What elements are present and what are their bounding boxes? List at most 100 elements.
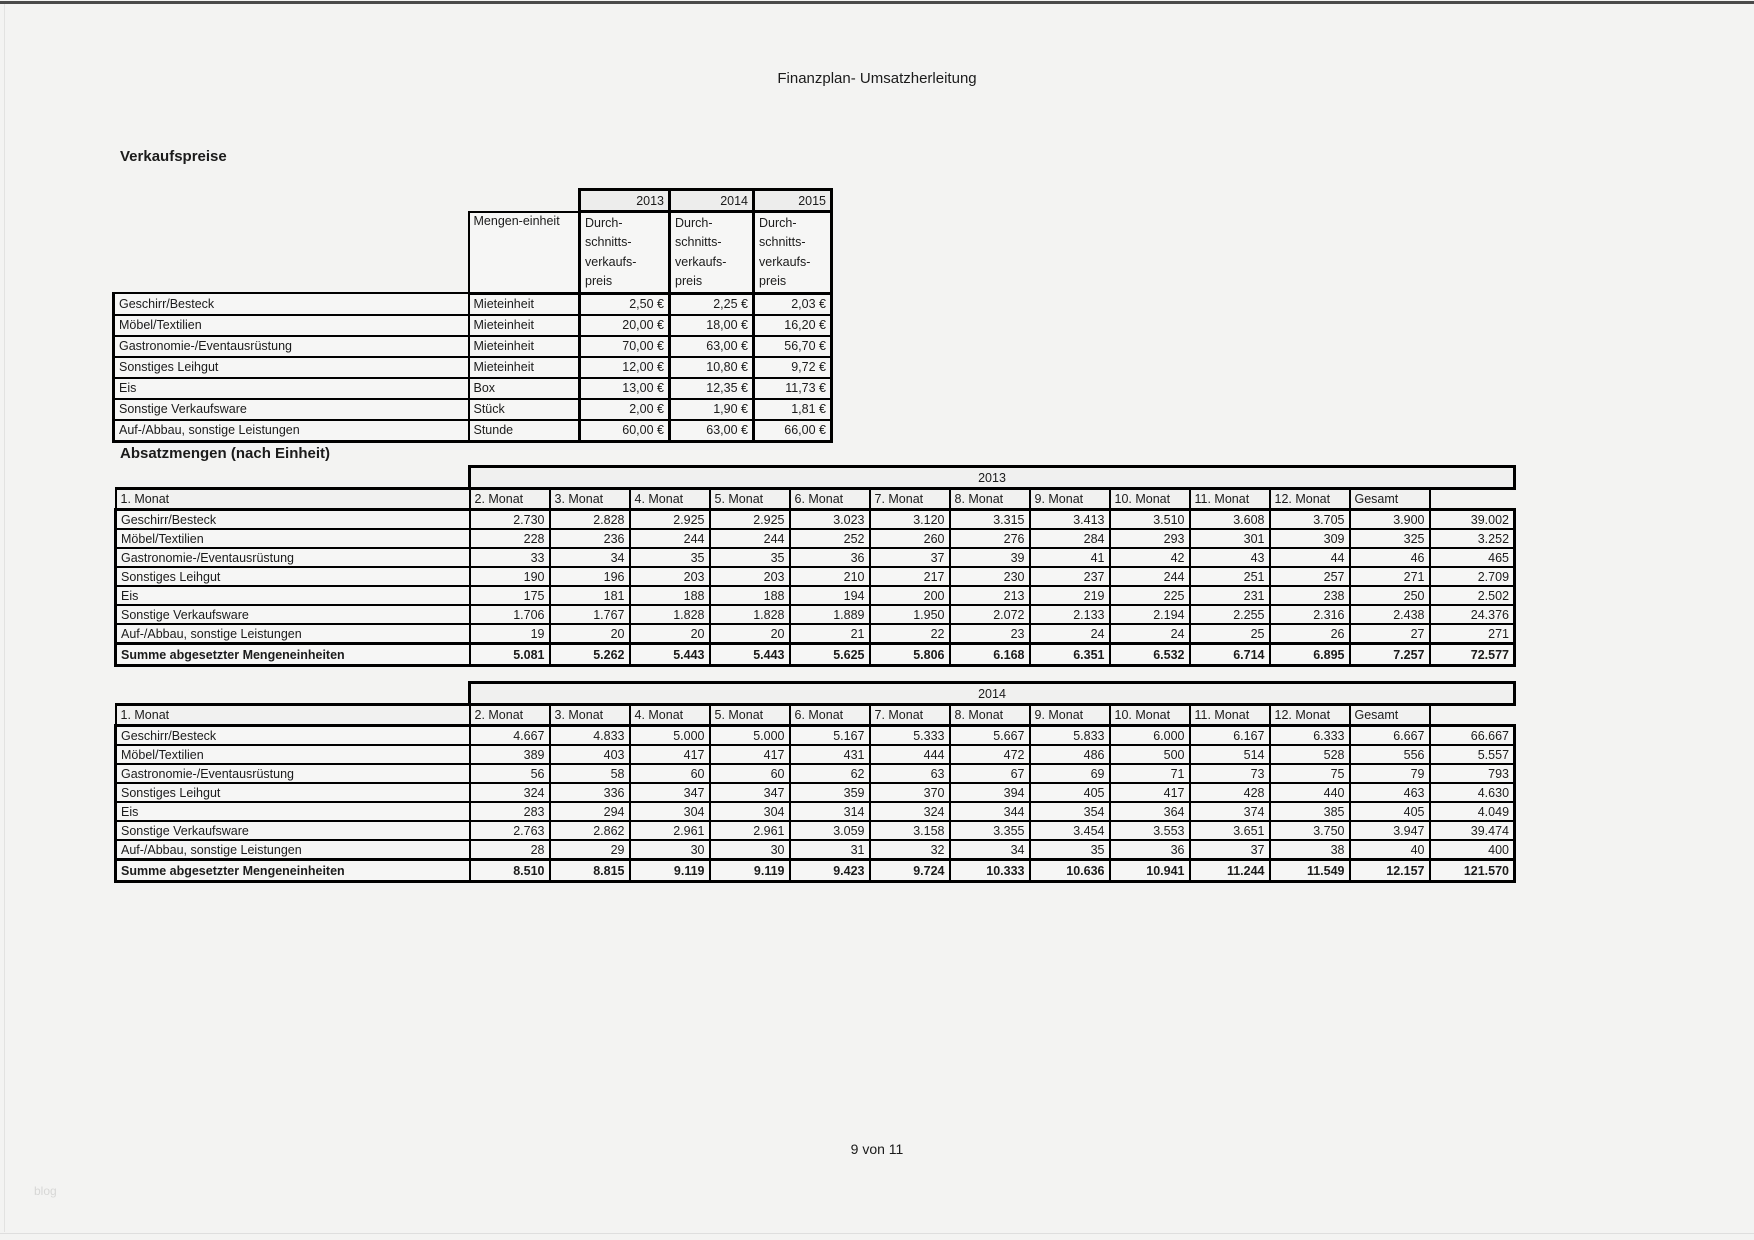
value-cell: 514 <box>1188 744 1271 765</box>
month-header-cell: 6. Monat <box>788 487 871 511</box>
value-cell: 3.059 <box>788 820 871 841</box>
month-header-cell: 11. Monat <box>1188 703 1271 727</box>
row-label-cell: Sonstige Verkaufsware <box>114 604 471 625</box>
value-cell: 75 <box>1268 763 1351 784</box>
value-cell: 3.454 <box>1028 820 1111 841</box>
month-header-cell: 5. Monat <box>708 487 791 511</box>
unit-cell: Mieteinheit <box>467 355 581 379</box>
month-header-cell: 8. Monat <box>948 487 1031 511</box>
month-header-cell: Gesamt <box>1348 487 1431 511</box>
value-cell: 294 <box>548 801 631 822</box>
value-cell: 181 <box>548 585 631 606</box>
value-cell: 2.316 <box>1268 604 1351 625</box>
page-left-border <box>4 4 5 1232</box>
value-cell: 219 <box>1028 585 1111 606</box>
sum-total-cell: 72.577 <box>1428 642 1517 667</box>
value-cell: 3.705 <box>1268 508 1351 530</box>
value-cell: 405 <box>1348 801 1431 822</box>
value-cell: 79 <box>1348 763 1431 784</box>
value-cell: 203 <box>708 566 791 587</box>
value-cell: 257 <box>1268 566 1351 587</box>
value-cell: 40 <box>1348 839 1431 861</box>
value-cell: 250 <box>1348 585 1431 606</box>
value-cell: 1.889 <box>788 604 871 625</box>
price-cell-2015: 16,20 € <box>752 313 833 337</box>
value-cell: 41 <box>1028 547 1111 568</box>
value-cell: 19 <box>468 623 551 645</box>
value-cell: 1.767 <box>548 604 631 625</box>
value-cell: 37 <box>868 547 951 568</box>
value-cell: 2.730 <box>468 508 551 530</box>
row-label-cell: Auf-/Abbau, sonstige Leistungen <box>114 623 471 645</box>
sum-value-cell: 6.351 <box>1028 642 1111 667</box>
value-cell: 24 <box>1028 623 1111 645</box>
value-cell: 34 <box>948 839 1031 861</box>
month-header-cell: 12. Monat <box>1268 703 1351 727</box>
value-cell: 22 <box>868 623 951 645</box>
value-cell: 5.000 <box>628 724 711 746</box>
value-cell: 20 <box>628 623 711 645</box>
price-cell-2013: 12,00 € <box>578 355 671 379</box>
value-cell: 5.333 <box>868 724 951 746</box>
year-header-row: 2013 2014 2015 <box>114 188 833 213</box>
value-cell: 3.023 <box>788 508 871 530</box>
value-cell: 73 <box>1188 763 1271 784</box>
row-label-cell: Sonstiges Leihgut <box>114 566 471 587</box>
value-cell: 283 <box>468 801 551 822</box>
row-label-cell: Geschirr/Besteck <box>112 292 470 316</box>
price-cell-2013: 20,00 € <box>578 313 671 337</box>
sum-value-cell: 9.724 <box>868 858 951 883</box>
sum-row: Summe abgesetzter Mengeneinheiten 5.081 … <box>114 642 1517 667</box>
value-cell: 314 <box>788 801 871 822</box>
value-cell: 359 <box>788 782 871 803</box>
month-header-cell: 6. Monat <box>788 703 871 727</box>
value-cell: 244 <box>708 528 791 549</box>
row-label-cell: Möbel/Textilien <box>112 313 470 337</box>
page-number: 9 von 11 <box>850 1141 904 1157</box>
total-cell: 465 <box>1428 547 1517 568</box>
total-cell: 39.002 <box>1428 508 1517 530</box>
value-cell: 2.438 <box>1348 604 1431 625</box>
row-label-cell: Eis <box>114 585 471 606</box>
value-cell: 6.000 <box>1108 724 1191 746</box>
value-cell: 213 <box>948 585 1031 606</box>
month-header-cell: 3. Monat <box>548 487 631 511</box>
value-cell: 347 <box>628 782 711 803</box>
quantity-row: Möbel/Textilien 228 236 244 244 252 260 … <box>114 528 1517 549</box>
sum-value-cell: 7.257 <box>1348 642 1431 667</box>
value-cell: 403 <box>548 744 631 765</box>
price-cell-2014: 10,80 € <box>668 355 755 379</box>
row-label-cell: Gastronomie-/Eventausrüstung <box>114 763 471 784</box>
month-header-cell: 9. Monat <box>1028 703 1111 727</box>
value-cell: 25 <box>1188 623 1271 645</box>
value-cell: 3.947 <box>1348 820 1431 841</box>
sum-total-cell: 121.570 <box>1428 858 1517 883</box>
value-cell: 188 <box>628 585 711 606</box>
sum-value-cell: 5.443 <box>708 642 791 667</box>
value-cell: 21 <box>788 623 871 645</box>
value-cell: 2.133 <box>1028 604 1111 625</box>
sum-value-cell: 6.714 <box>1188 642 1271 667</box>
value-cell: 31 <box>788 839 871 861</box>
value-cell: 2.862 <box>548 820 631 841</box>
price-cell-2013: 2,00 € <box>578 397 671 421</box>
month-header-cell: 7. Monat <box>868 703 951 727</box>
row-label-cell: Sonstiges Leihgut <box>114 782 471 803</box>
value-cell: 238 <box>1268 585 1351 606</box>
section-heading-absatzmengen: Absatzmengen (nach Einheit) <box>120 445 331 462</box>
value-cell: 244 <box>1108 566 1191 587</box>
sum-value-cell: 9.423 <box>788 858 871 883</box>
unit-cell: Stück <box>467 397 581 421</box>
row-label-cell: Auf-/Abbau, sonstige Leistungen <box>112 418 470 443</box>
value-cell: 528 <box>1268 744 1351 765</box>
quantity-row: Sonstiges Leihgut 190 196 203 203 210 21… <box>114 566 1517 587</box>
unit-cell: Box <box>467 376 581 400</box>
spacer-cell <box>116 467 470 489</box>
value-cell: 44 <box>1268 547 1351 568</box>
value-cell: 27 <box>1348 623 1431 645</box>
value-cell: 58 <box>548 763 631 784</box>
unit-cell: Mieteinheit <box>467 292 581 316</box>
row-label-cell: Eis <box>112 376 470 400</box>
quantity-row: Auf-/Abbau, sonstige Leistungen 28 29 30… <box>114 839 1517 861</box>
